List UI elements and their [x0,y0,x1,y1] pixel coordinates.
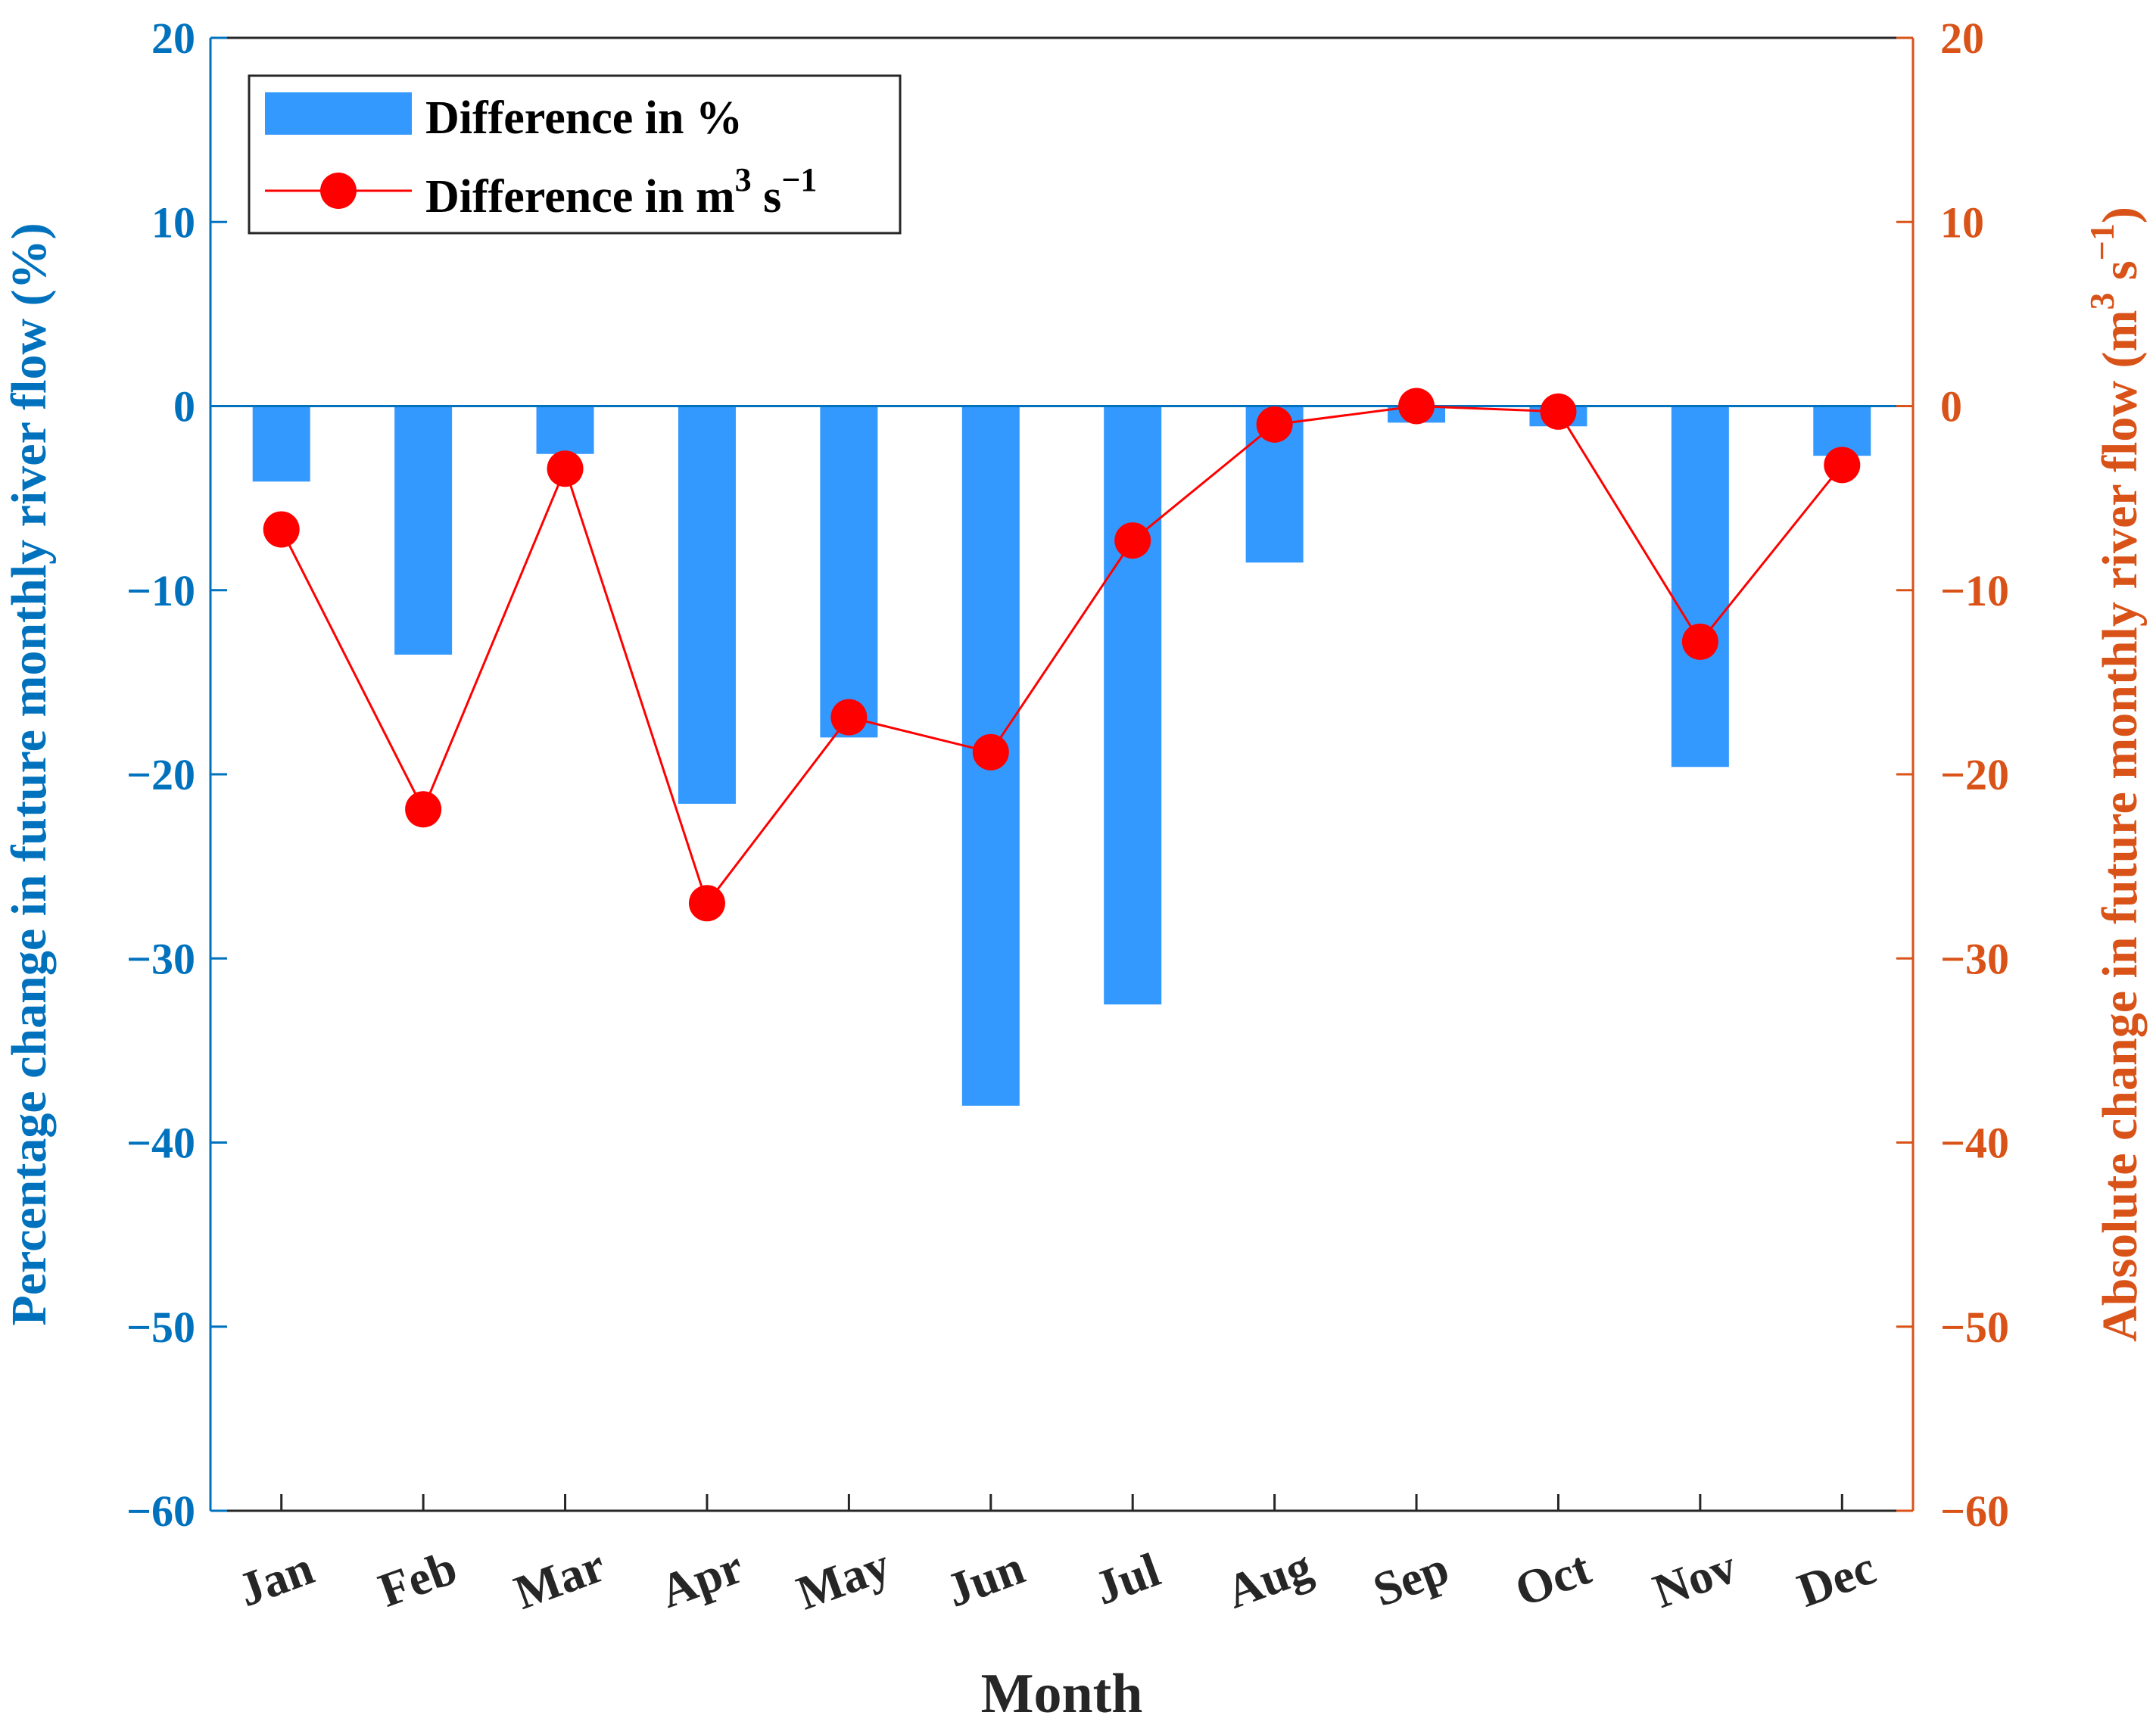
bar-series [252,406,1871,1106]
bar-nov [1671,406,1729,767]
marker-sep [1398,388,1435,425]
legend-label-flow-sup1: 3 [735,161,752,198]
right-axis-title-main: Absolute change in future monthly river … [2092,310,2148,1342]
flow-line [280,404,1843,906]
marker-may [830,699,868,736]
left-tick-label: −30 [126,934,195,983]
month-label-jul: Jul [1088,1543,1167,1615]
month-label-mar: Mar [507,1538,612,1620]
legend-label-flow-main: Difference in m [425,171,735,223]
left-tick-label: −20 [126,750,195,799]
marker-jun [972,733,1009,771]
month-label-apr: Apr [653,1540,750,1618]
legend-label-flow: Difference in m3 s−1 [425,161,817,223]
right-tick-label: 0 [1940,382,1962,431]
right-axis-title-sup1: 3 [2083,293,2121,310]
left-tick-label: 20 [151,14,195,63]
right-tick-label: −60 [1940,1487,2009,1536]
legend-label-percent: Difference in % [425,92,743,144]
axes [209,36,1915,1512]
legend-label-flow-mid: s [752,171,782,223]
bar-feb [394,406,453,655]
left-tick-label: −10 [126,566,195,615]
right-tick-label: 10 [1940,198,1984,247]
x-axis-title: Month [981,1663,1143,1725]
right-axis-title-sup2: −1 [2083,223,2121,260]
legend-bar-swatch [265,92,412,135]
right-axis-title-end: ) [2092,207,2148,223]
bar-jul [1104,406,1162,1005]
marker-aug [1256,406,1293,443]
right-axis-title-mid: s [2092,260,2148,292]
right-tick-label: −20 [1940,750,2009,799]
line-series [263,388,1861,922]
marker-apr [688,885,725,922]
bar-apr [678,406,736,804]
left-tick-label: −60 [126,1487,195,1536]
marker-oct [1540,393,1577,430]
marker-jan [263,511,300,548]
marker-nov [1681,623,1718,660]
legend: Difference in % Difference in m3 s−1 [248,74,902,235]
month-label-dec: Dec [1790,1540,1882,1617]
right-axis-title: Absolute change in future monthly river … [2083,207,2148,1342]
right-tick-label: 20 [1940,14,1984,63]
marker-feb [405,791,442,828]
right-tick-label: −30 [1940,934,2009,983]
month-label-aug: Aug [1220,1539,1319,1619]
legend-marker-swatch [320,173,357,209]
left-axis-title: Percentage change in future monthly rive… [2,223,57,1325]
month-label-may: May [790,1537,896,1620]
bar-jan [252,406,310,482]
marker-dec [1824,447,1861,484]
right-tick-label: −40 [1940,1119,2009,1168]
right-axis-ticks: 20 10 0 −10 −20 −30 −40 −50 −60 [1896,14,2009,1536]
left-tick-label: 10 [151,198,195,247]
marker-mar [547,450,584,487]
month-label-sep: Sep [1366,1540,1456,1617]
month-label-oct: Oct [1508,1540,1597,1617]
bar-mar [536,406,594,454]
month-label-nov: Nov [1647,1540,1743,1618]
bar-may [820,406,878,738]
legend-label-flow-sup2: −1 [781,161,817,198]
left-tick-label: −40 [126,1119,195,1168]
right-tick-label: −50 [1940,1303,2009,1352]
right-tick-label: −10 [1940,566,2009,615]
x-axis-ticks: Jan Feb Mar Apr May Jun Jul Aug Sep Oct Nov Dec [231,1494,1882,1620]
left-axis-ticks: 20 10 0 −10 −20 −30 −40 −50 −60 [126,14,227,1536]
month-label-feb: Feb [372,1540,463,1617]
left-tick-label: 0 [173,382,195,431]
month-label-jun: Jun [939,1540,1031,1617]
marker-jul [1114,522,1151,559]
month-label-jan: Jan [231,1540,320,1617]
left-tick-label: −50 [126,1303,195,1352]
